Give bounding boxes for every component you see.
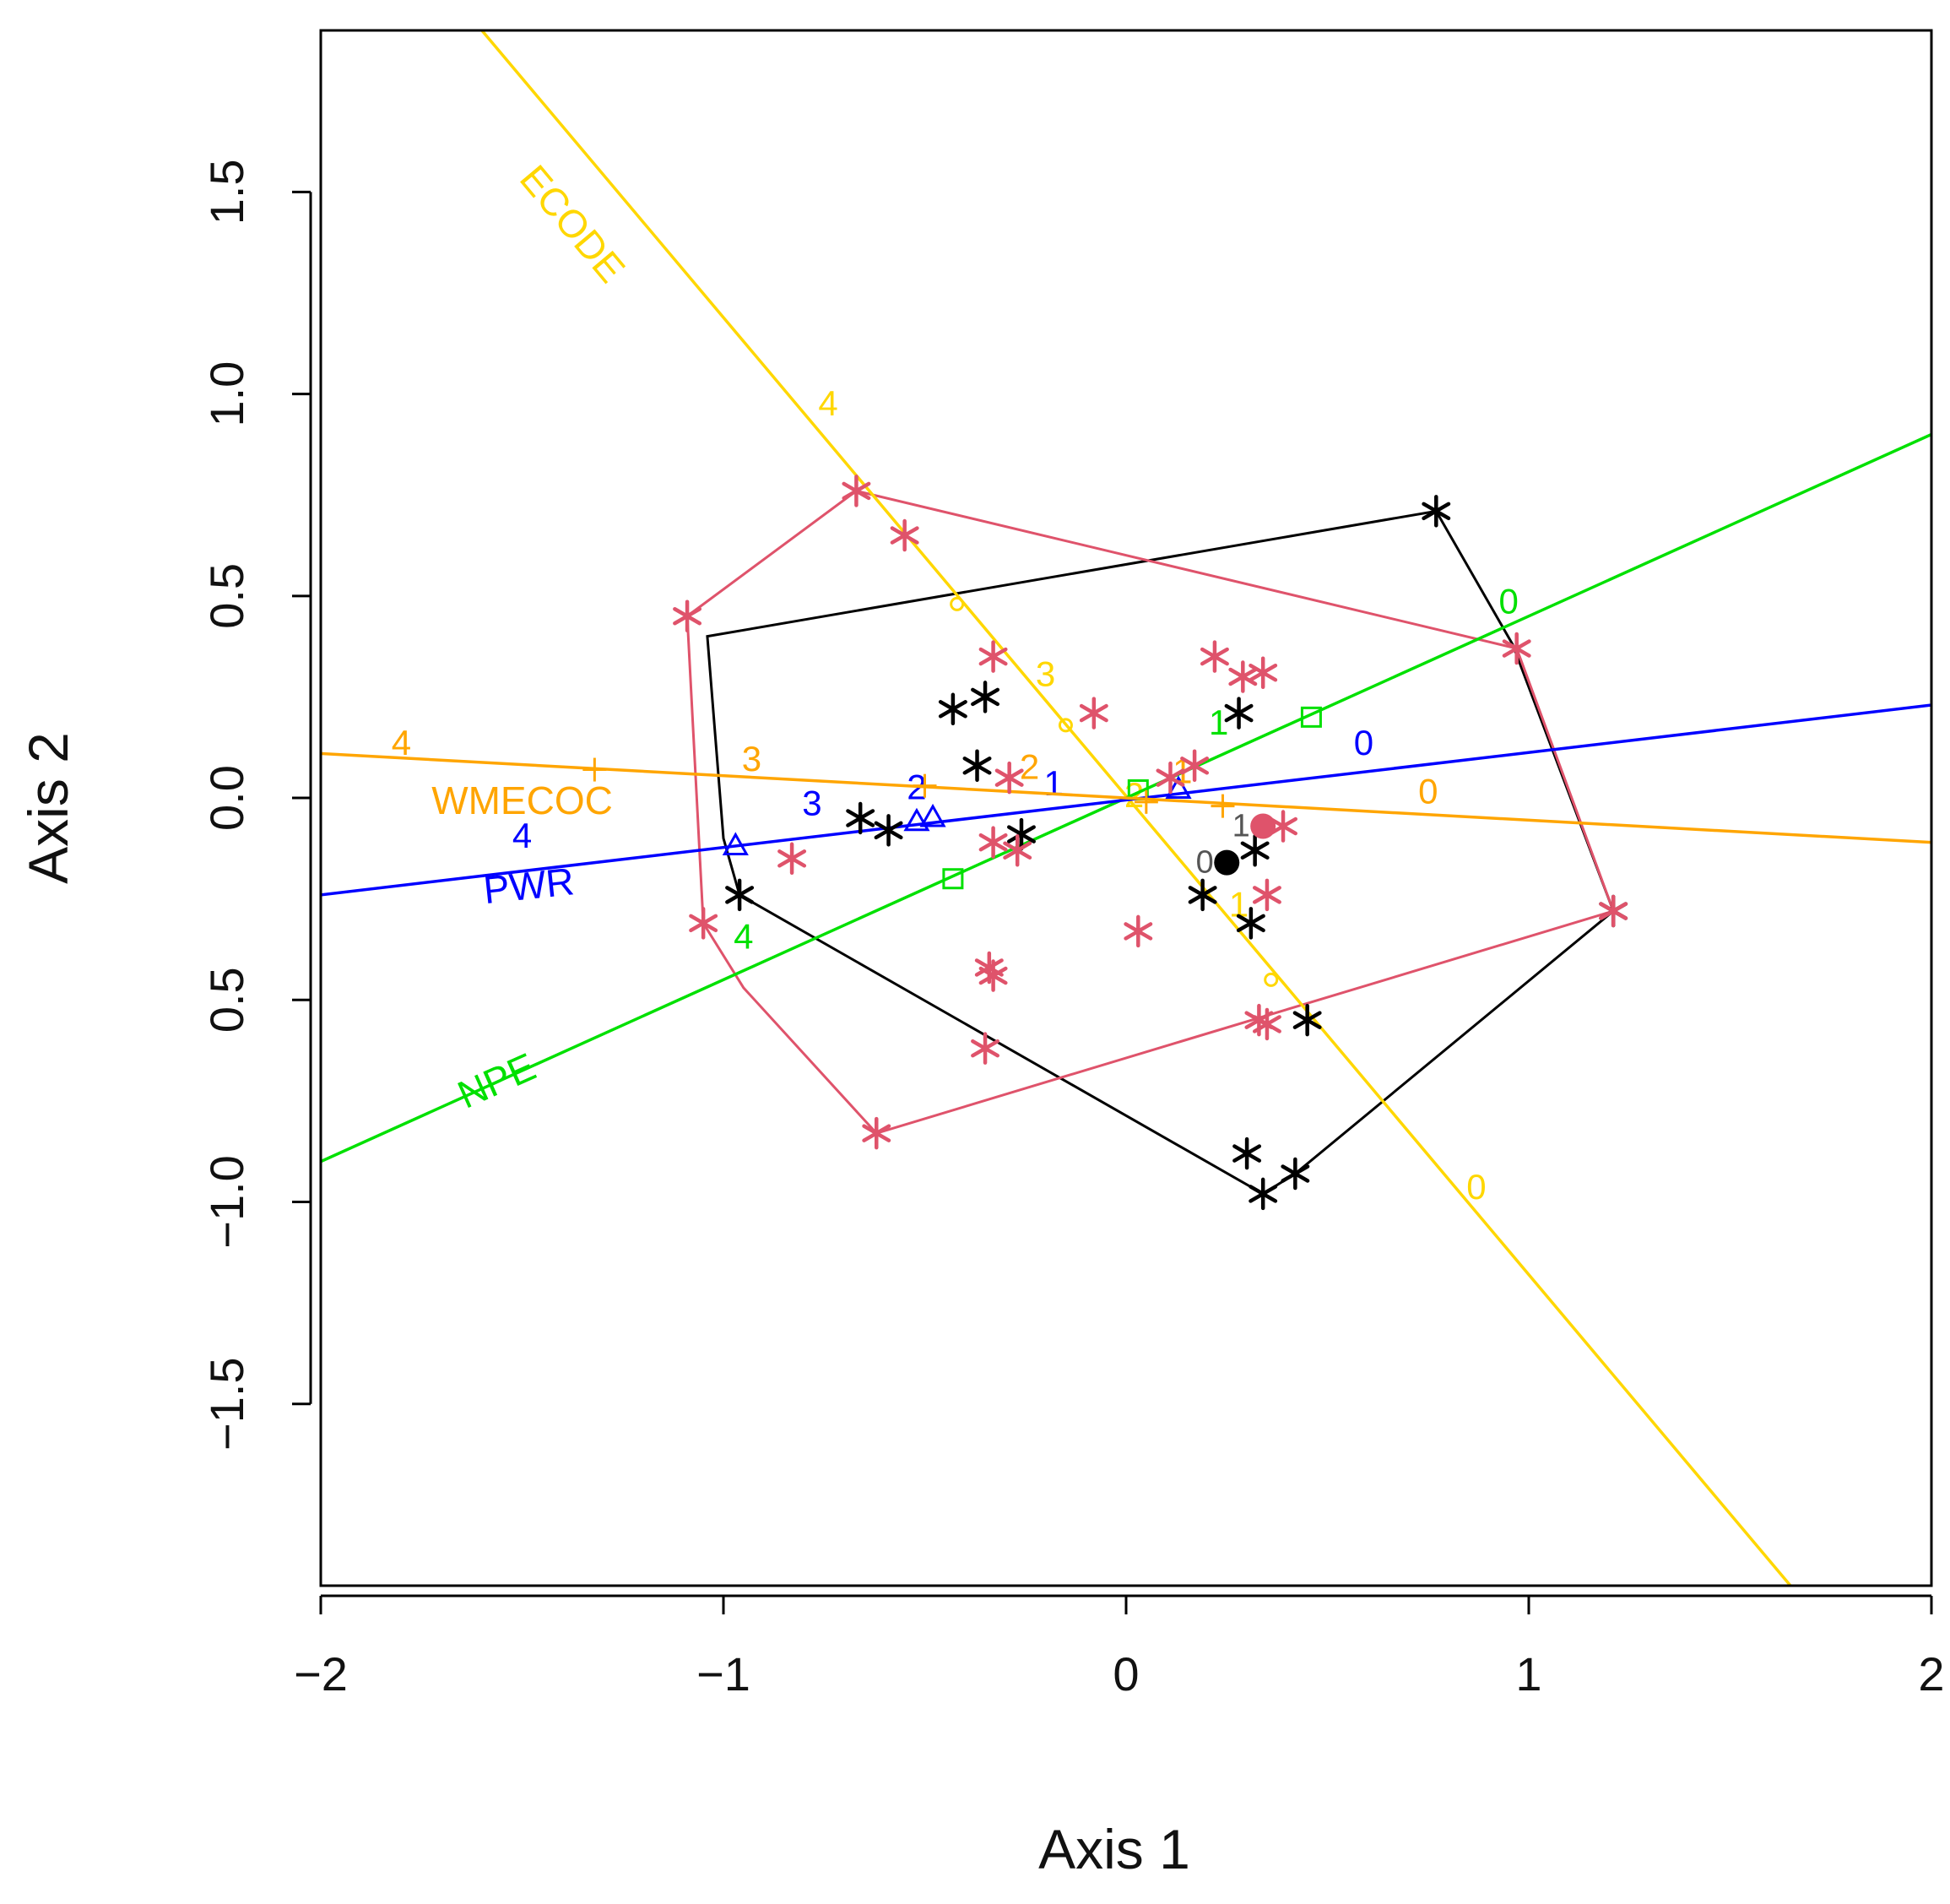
data-point-group-red <box>1252 1007 1281 1041</box>
biplot-marker-pwr <box>919 803 946 827</box>
x-axis-label: Axis 1 <box>1038 1818 1190 1880</box>
data-point-group-black <box>1188 878 1217 912</box>
x-tick-label: 2 <box>1918 1647 1944 1701</box>
y-tick-label: 0.0 <box>200 765 253 831</box>
centroid-black <box>1214 849 1240 876</box>
plot-frame <box>319 29 1933 1587</box>
data-point-group-red <box>1156 761 1185 795</box>
data-point-group-red <box>1079 697 1108 730</box>
data-point-group-black <box>1422 495 1451 528</box>
data-point-group-red <box>1249 656 1278 689</box>
data-point-group-black <box>1236 907 1265 940</box>
y-tick-label: 1.5 <box>200 159 253 225</box>
data-point-group-red <box>1502 632 1531 665</box>
biplot-marker-wmecoc <box>582 757 607 782</box>
centroid-red <box>1250 813 1276 839</box>
data-point-group-black <box>962 749 992 783</box>
data-point-group-black <box>725 878 755 912</box>
biplot-marker-wmecoc <box>1211 794 1235 818</box>
biplot-tick-label-wmecoc: 4 <box>392 723 411 762</box>
x-tick-label: −1 <box>696 1647 750 1701</box>
data-point-group-red <box>689 907 718 940</box>
biplot-tick-label-wmecoc: 3 <box>742 739 761 778</box>
biplot-tick-label-pwr: 4 <box>512 816 532 855</box>
biplot-tick-label-npe: 4 <box>734 917 753 957</box>
hull-red <box>685 489 1616 1135</box>
data-point-group-black <box>846 801 875 835</box>
biplot-tick-label-pwr: 3 <box>802 784 821 823</box>
biplot-tick-label-wmecoc: 0 <box>1418 771 1438 811</box>
x-tick-label: −2 <box>294 1647 348 1701</box>
biplot-marker-npe <box>1300 706 1322 728</box>
centroid-label-red: 1 <box>1232 809 1250 844</box>
biplot-marker-ecode <box>1058 718 1073 733</box>
biplot-tick-label-ecode: 4 <box>818 383 837 423</box>
data-point-group-red <box>1124 914 1153 948</box>
biplot-marker-npe <box>942 868 964 890</box>
biplot-axis-label-ecode: ECODE <box>512 157 634 291</box>
biplot-tick-label-npe: 1 <box>1209 702 1228 742</box>
y-tick-label: 0.5 <box>200 563 253 629</box>
biplot-tick-label-pwr: 1 <box>1043 763 1063 803</box>
data-point-group-black <box>1249 1177 1278 1211</box>
biplot-marker-pwr <box>722 832 749 855</box>
data-point-group-red <box>994 761 1024 795</box>
biplot-axis-label-pwr: PWR <box>481 859 576 912</box>
data-point-group-red <box>978 959 1008 992</box>
data-point-group-red <box>1003 833 1032 867</box>
y-tick-label: 0.5 <box>200 967 253 1033</box>
data-point-group-black <box>938 692 967 726</box>
data-point-group-black <box>874 814 903 847</box>
x-tick-label: 0 <box>1113 1647 1139 1701</box>
data-point-group-red <box>890 518 919 552</box>
x-tick-label: 1 <box>1515 1647 1541 1701</box>
y-axis-label: Axis 2 <box>17 732 79 884</box>
data-point-group-red <box>1599 894 1628 928</box>
data-point-group-black <box>1292 1003 1322 1037</box>
data-point-group-black <box>971 681 1000 713</box>
data-point-group-black <box>1224 697 1254 730</box>
data-layer: 43210ECODE410NPE43210PWR43210WMECOC01 <box>321 30 1931 1586</box>
biplot-marker-pwr <box>903 807 930 832</box>
data-point-group-red <box>673 599 702 632</box>
data-point-group-black <box>1240 833 1270 867</box>
data-point-group-red <box>1200 640 1229 673</box>
axes-layer: −2 −1 0 1 2−1.5−1.00.50.00.51.01.5 <box>200 159 1945 1701</box>
data-point-group-red <box>777 842 807 876</box>
data-point-group-red <box>978 826 1008 859</box>
biplot-marker-ecode <box>950 596 965 611</box>
biplot-tick-label-ecode: 1 <box>1229 884 1249 924</box>
y-tick-label: −1.5 <box>200 1357 253 1451</box>
data-point-group-red <box>971 1032 1000 1065</box>
biplot-axis-wmecoc <box>321 751 1931 844</box>
y-tick-label: −1.0 <box>200 1155 253 1249</box>
data-point-group-red <box>978 640 1008 673</box>
data-point-group-black <box>1281 1157 1310 1191</box>
biplot-tick-label-ecode: 3 <box>1036 654 1055 694</box>
data-point-group-red <box>862 1116 891 1150</box>
biplot-axis-pwr <box>321 703 1931 897</box>
biplot-tick-label-npe: 0 <box>1498 581 1518 621</box>
biplot-axis-ecode <box>480 30 1792 1586</box>
biplot-marker-wmecoc <box>913 773 937 798</box>
y-tick-label: 1.0 <box>200 361 253 427</box>
biplot-tick-label-pwr: 0 <box>1354 723 1373 762</box>
data-point-group-red <box>1269 810 1298 843</box>
biplot-marker-ecode <box>1264 972 1279 987</box>
data-point-group-red <box>1252 878 1281 912</box>
biplot-tick-label-wmecoc: 2 <box>1020 747 1039 787</box>
biplot-marker-wmecoc <box>1134 789 1158 814</box>
data-point-group-red <box>842 475 871 507</box>
centroid-label-black: 0 <box>1196 845 1214 881</box>
data-point-group-red <box>1180 749 1210 783</box>
hull-black <box>706 509 1615 1196</box>
data-point-group-black <box>1007 817 1036 851</box>
biplot-tick-label-ecode: 0 <box>1466 1167 1486 1207</box>
biplot-marker-pwr <box>1165 775 1192 799</box>
biplot-axis-label-wmecoc: WMECOC <box>431 778 613 822</box>
biplot-axis-label-npe: NPE <box>451 1044 542 1117</box>
data-point-group-black <box>1232 1136 1262 1170</box>
